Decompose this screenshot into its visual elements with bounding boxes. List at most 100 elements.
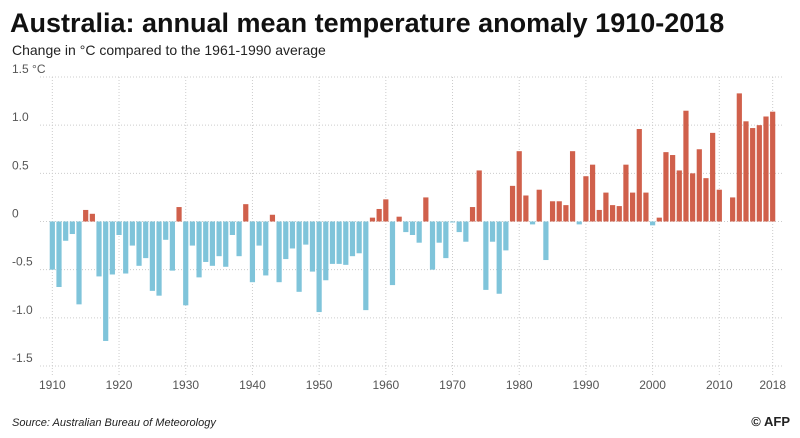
bar: [296, 221, 302, 292]
bar: [129, 221, 135, 246]
bar: [203, 221, 209, 262]
bar: [343, 221, 349, 265]
bar: [656, 217, 662, 222]
bar: [76, 221, 82, 305]
credit: © AFP: [751, 414, 790, 429]
bar: [89, 213, 95, 222]
bar: [336, 221, 342, 264]
bar: [83, 209, 89, 222]
chart-title: Australia: annual mean temperature anoma…: [10, 8, 724, 38]
bar: [663, 152, 669, 222]
bar: [690, 173, 696, 222]
bar: [489, 221, 496, 242]
bar: [476, 170, 482, 222]
bar: [63, 221, 69, 241]
bar: [383, 199, 389, 222]
bar: [156, 221, 162, 296]
bar: [703, 178, 709, 222]
bar: [456, 221, 462, 233]
bar: [549, 201, 556, 222]
bar: [216, 221, 222, 257]
bar: [629, 192, 636, 222]
bar: [616, 206, 622, 222]
y-tick-label: 0.5: [12, 158, 29, 172]
bar: [716, 189, 722, 222]
bar: [149, 221, 155, 291]
bar: [463, 221, 469, 242]
bar: [696, 149, 702, 222]
bar: [496, 221, 502, 294]
bar: [743, 121, 749, 222]
x-tick-label: 1970: [439, 378, 466, 392]
bar: [583, 176, 589, 222]
bar: [249, 221, 256, 283]
x-tick-label: 2018: [759, 378, 786, 392]
bar: [309, 221, 316, 272]
bar: [363, 221, 369, 311]
y-tick-label: -0.5: [12, 255, 33, 269]
bar: [409, 221, 416, 235]
bar: [683, 110, 689, 222]
bar: [563, 205, 569, 222]
bar: [536, 189, 542, 222]
bar: [636, 129, 642, 222]
bar: [730, 197, 736, 222]
x-tick-label: 2010: [706, 378, 733, 392]
bar: [176, 207, 182, 222]
bar: [183, 221, 189, 306]
bar: [556, 201, 562, 222]
x-tick-label: 1950: [306, 378, 333, 392]
bar: [416, 221, 422, 243]
x-tick-label: 1940: [239, 378, 266, 392]
bar: [369, 217, 376, 222]
bar: [163, 221, 169, 240]
bar: [396, 216, 402, 222]
x-tick-label: 1910: [39, 378, 66, 392]
bar: [356, 221, 362, 254]
bar: [256, 221, 262, 246]
bar: [236, 221, 242, 257]
bar: [276, 221, 282, 283]
y-tick-label: -1.0: [12, 303, 33, 317]
bar: [596, 209, 602, 222]
y-tick-label: -1.5: [12, 351, 33, 365]
bar: [469, 207, 476, 222]
bar: [189, 221, 196, 246]
bar: [509, 185, 516, 222]
bar: [263, 221, 269, 276]
bar: [209, 221, 216, 266]
bar: [543, 221, 549, 261]
y-tick-label: 1.5 °C: [12, 62, 46, 76]
bar: [196, 221, 202, 278]
bar: [569, 151, 576, 222]
bar: [316, 221, 322, 313]
bar: [449, 221, 456, 223]
bar: [123, 221, 129, 274]
bar: [436, 221, 442, 243]
bar: [609, 205, 616, 222]
bar: [403, 221, 409, 233]
bar: [389, 221, 396, 286]
bar: [69, 221, 75, 235]
bar: [229, 221, 236, 235]
bar: [423, 197, 429, 222]
bar: [643, 192, 649, 222]
bar: [329, 221, 336, 264]
y-tick-label: 0: [12, 207, 19, 221]
source: Source: Australian Bureau of Meteorology: [12, 417, 217, 429]
bar: [223, 221, 229, 267]
bar: [576, 221, 582, 225]
bar: [169, 221, 175, 271]
x-tick-label: 1990: [573, 378, 600, 392]
x-tick-label: 2000: [639, 378, 666, 392]
bar: [243, 204, 249, 222]
bar: [676, 170, 682, 222]
bar: [523, 195, 529, 222]
bar: [750, 128, 756, 222]
bar: [96, 221, 102, 277]
bar: [323, 221, 329, 281]
bar: [49, 221, 55, 270]
bar: [376, 208, 382, 222]
bar: [303, 221, 309, 245]
